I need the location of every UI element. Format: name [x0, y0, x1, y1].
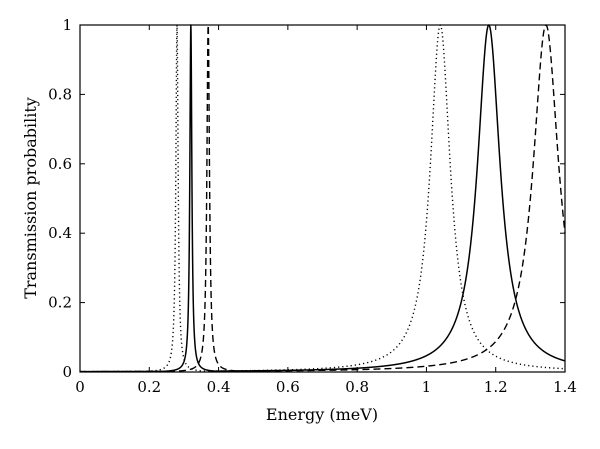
- x-tick-label: 0.6: [276, 378, 300, 396]
- y-tick-label: 0: [62, 363, 72, 381]
- dotted-series-line: [79, 24, 566, 373]
- x-axis-title: Energy (meV): [266, 405, 378, 424]
- plot-frame: [79, 24, 566, 373]
- x-tick-label: 0: [75, 378, 85, 396]
- y-axis-title: Transmission probability: [21, 97, 40, 299]
- y-tick-label: 0.6: [48, 155, 72, 173]
- y-tick-label: 1: [62, 16, 72, 34]
- dashed-series-line: [79, 24, 566, 373]
- y-tick-label: 0.8: [48, 85, 72, 103]
- x-tick-label: 0.4: [207, 378, 231, 396]
- x-tick-label: 1.2: [484, 378, 508, 396]
- x-tick-label: 1: [422, 378, 432, 396]
- x-tick-label: 0.8: [345, 378, 369, 396]
- series-layer: [79, 24, 566, 373]
- ticks-layer: 0 0.2 0.4 0.6 0.8 1 1.2 1.4 0 0.2 0.4 0.6 0.8 1: [48, 16, 577, 396]
- x-tick-label: 0.2: [137, 378, 161, 396]
- y-tick-label: 0.4: [48, 224, 72, 242]
- x-tick-label: 1.4: [553, 378, 577, 396]
- solid-series-line: [79, 24, 566, 373]
- y-tick-label: 0.2: [48, 294, 72, 312]
